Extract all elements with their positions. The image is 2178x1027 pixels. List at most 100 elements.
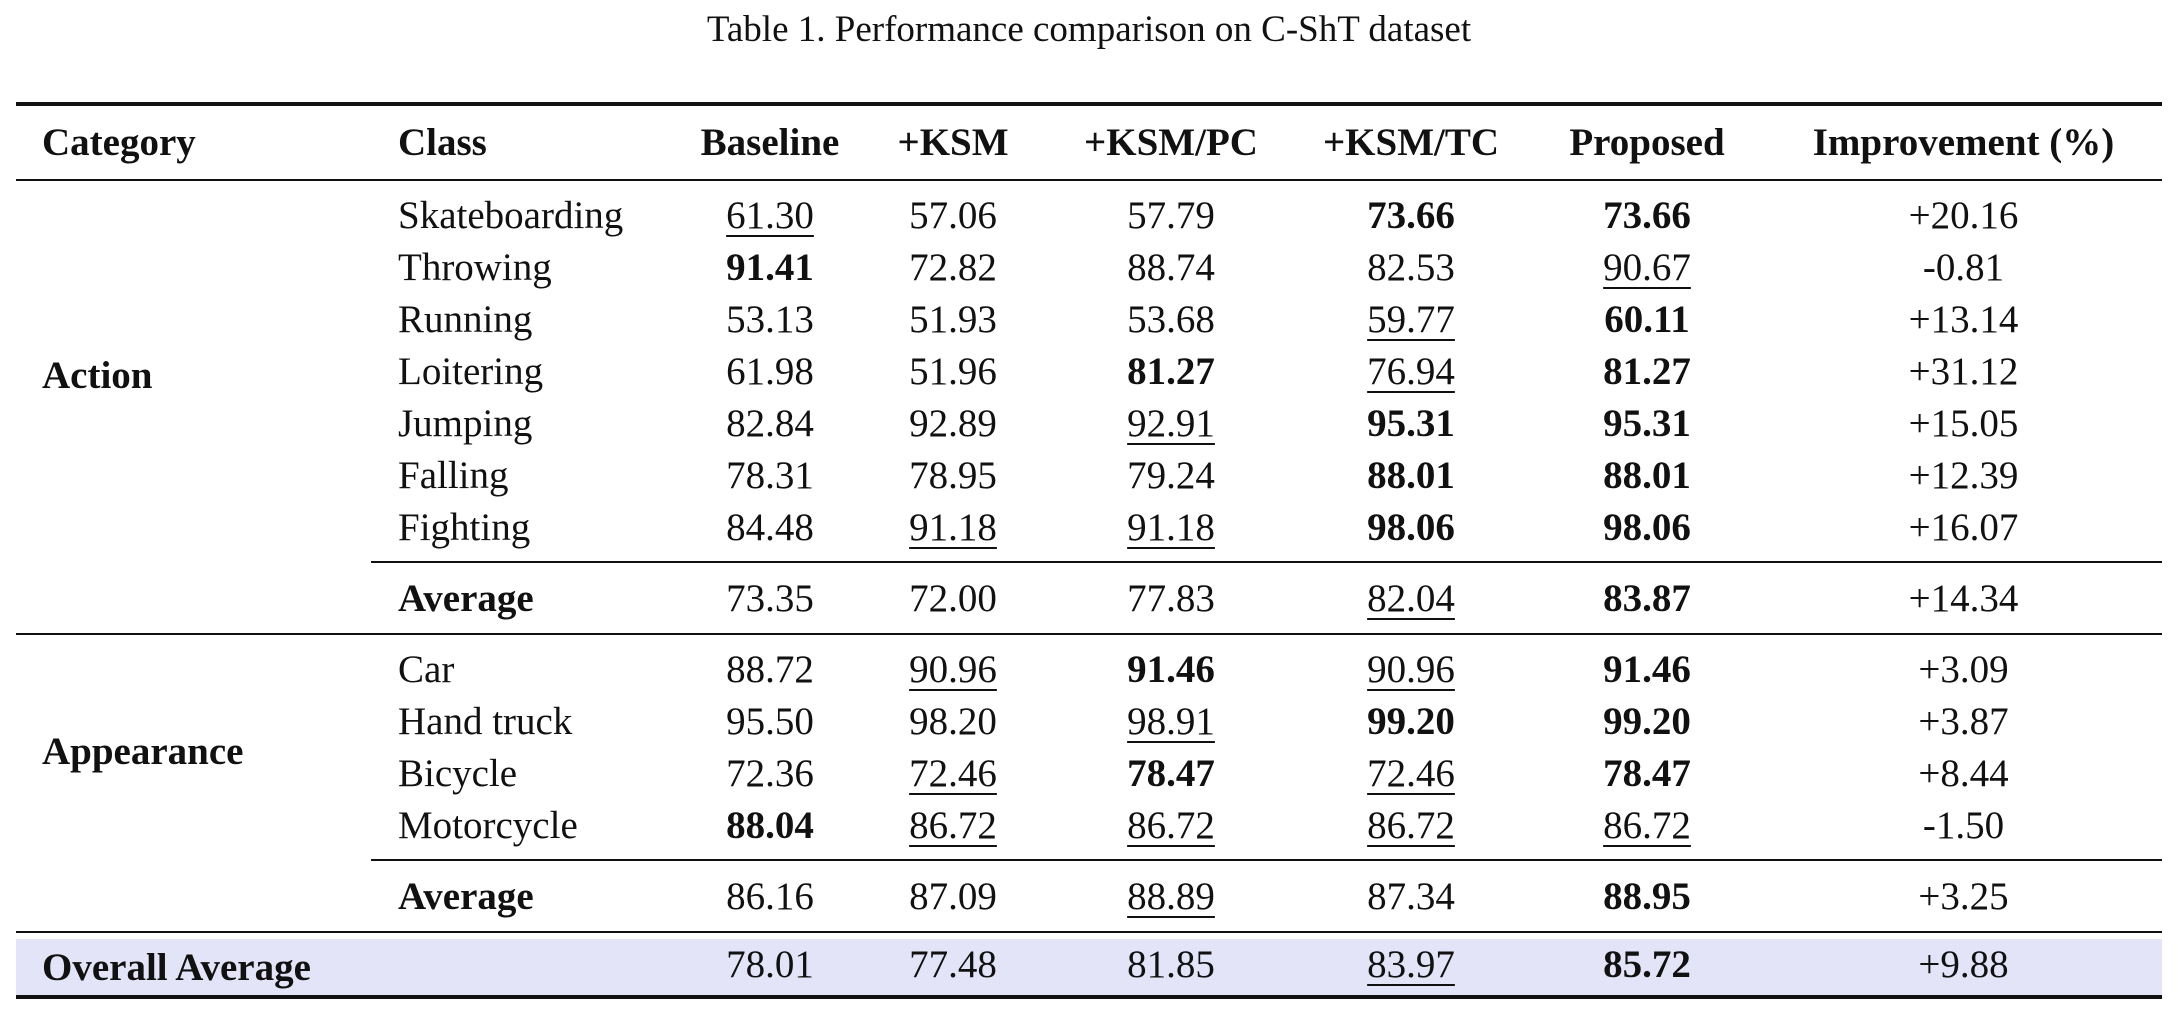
cell-improvement: +20.16 — [1765, 180, 2162, 241]
cell-improvement: +15.05 — [1765, 397, 2162, 449]
cell-baseline-value: 73.35 — [726, 576, 814, 620]
cell-proposed: 99.20 — [1529, 695, 1765, 747]
cell-ksm-value: 57.06 — [909, 193, 997, 237]
cell-improvement-value: +20.16 — [1908, 193, 2019, 237]
cell-improvement-value: +13.14 — [1908, 297, 2019, 341]
cell-baseline-value: 72.36 — [726, 751, 814, 795]
cell-improvement: -0.81 — [1765, 241, 2162, 293]
cell-ksm: 72.82 — [857, 241, 1049, 293]
cell-ksm-pc: 88.89 — [1049, 859, 1293, 932]
cell-ksm-pc: 81.85 — [1049, 931, 1293, 999]
cell-ksm: 98.20 — [857, 695, 1049, 747]
cell-ksm: 72.46 — [857, 747, 1049, 799]
cell-ksm-value: 92.89 — [909, 401, 997, 445]
cell-ksm-value: 90.96 — [909, 647, 997, 691]
cell-improvement: -1.50 — [1765, 799, 2162, 860]
cell-improvement: +12.39 — [1765, 449, 2162, 501]
cell-proposed-value: 83.87 — [1603, 576, 1691, 620]
table-caption: Table 1. Performance comparison on C-ShT… — [706, 9, 1472, 50]
cell-baseline: 91.41 — [683, 241, 857, 293]
cell-ksm-value: 87.09 — [909, 874, 997, 918]
cell-ksm-tc-value: 82.04 — [1367, 576, 1455, 620]
class-name: Throwing — [371, 241, 683, 293]
cell-baseline-value: 86.16 — [726, 874, 814, 918]
cell-ksm-value: 78.95 — [909, 453, 997, 497]
table-row: Motorcycle 88.04 86.72 86.72 86.72 86.72 -1.50 — [16, 799, 2162, 860]
table-body: Action Skateboarding 61.30 57.06 57.79 73.66 7… — [16, 180, 2162, 999]
cell-ksm-tc: 90.96 — [1293, 633, 1529, 695]
class-name-value: Bicycle — [398, 751, 518, 795]
cell-ksm-tc-value: 73.66 — [1367, 193, 1455, 237]
cell-improvement-value: +3.87 — [1918, 699, 2009, 743]
cell-ksm-pc: 91.18 — [1049, 501, 1293, 562]
cell-ksm-value: 98.20 — [909, 699, 997, 743]
cell-ksm-tc-value: 98.06 — [1367, 505, 1455, 549]
cell-ksm-tc-value: 99.20 — [1367, 699, 1455, 743]
cell-baseline: 88.04 — [683, 799, 857, 860]
header-class: Class — [371, 102, 683, 181]
cell-ksm-value: 51.93 — [909, 297, 997, 341]
cell-improvement: +14.34 — [1765, 561, 2162, 634]
cell-ksm: 51.93 — [857, 293, 1049, 345]
cell-ksm-tc: 76.94 — [1293, 345, 1529, 397]
cell-ksm: 91.18 — [857, 501, 1049, 562]
class-name-value: Running — [398, 297, 533, 341]
header-ksm-pc: +KSM/PC — [1049, 102, 1293, 181]
cell-proposed: 83.87 — [1529, 561, 1765, 634]
class-name-value: Loitering — [398, 349, 544, 393]
cell-baseline: 82.84 — [683, 397, 857, 449]
class-name-value: Throwing — [398, 245, 552, 289]
cell-ksm-tc: 98.06 — [1293, 501, 1529, 562]
cell-ksm-tc: 86.72 — [1293, 799, 1529, 860]
cell-proposed: 81.27 — [1529, 345, 1765, 397]
cell-ksm-pc-value: 81.27 — [1127, 349, 1215, 393]
header-category: Category — [16, 102, 371, 181]
cell-proposed: 78.47 — [1529, 747, 1765, 799]
table-row: Falling 78.31 78.95 79.24 88.01 88.01 +12.39 — [16, 449, 2162, 501]
cell-ksm-pc: 78.47 — [1049, 747, 1293, 799]
table-row: Throwing 91.41 72.82 88.74 82.53 90.67 -0.81 — [16, 241, 2162, 293]
cell-proposed-value: 81.27 — [1603, 349, 1691, 393]
cell-ksm-pc-value: 79.24 — [1127, 453, 1215, 497]
cell-improvement: +3.87 — [1765, 695, 2162, 747]
cell-proposed-value: 78.47 — [1603, 751, 1691, 795]
cell-ksm-tc: 59.77 — [1293, 293, 1529, 345]
cell-improvement: +3.09 — [1765, 633, 2162, 695]
table-row: Fighting 84.48 91.18 91.18 98.06 98.06 +16.07 — [16, 501, 2162, 562]
cell-ksm-pc: 77.83 — [1049, 561, 1293, 634]
table-row: Loitering 61.98 51.96 81.27 76.94 81.27 +31.12 — [16, 345, 2162, 397]
cell-baseline: 78.31 — [683, 449, 857, 501]
cell-ksm-pc: 88.74 — [1049, 241, 1293, 293]
cell-ksm-tc-value: 90.96 — [1367, 647, 1455, 691]
cell-ksm-tc: 87.34 — [1293, 859, 1529, 932]
cell-ksm-tc: 99.20 — [1293, 695, 1529, 747]
cell-baseline: 73.35 — [683, 561, 857, 634]
class-name: Fighting — [371, 501, 683, 562]
class-name: Jumping — [371, 397, 683, 449]
cell-improvement: +3.25 — [1765, 859, 2162, 932]
cell-improvement-value: +8.44 — [1918, 751, 2009, 795]
class-name: Car — [371, 633, 683, 695]
cell-baseline: 72.36 — [683, 747, 857, 799]
cell-ksm-pc-value: 78.47 — [1127, 751, 1215, 795]
cell-ksm-tc: 73.66 — [1293, 180, 1529, 241]
overall-label: Overall Average — [16, 931, 683, 999]
cell-baseline-value: 84.48 — [726, 505, 814, 549]
cell-improvement-value: -0.81 — [1922, 245, 2005, 289]
class-name: Skateboarding — [371, 180, 683, 241]
cell-ksm-tc: 82.04 — [1293, 561, 1529, 634]
cell-proposed: 95.31 — [1529, 397, 1765, 449]
class-name-value: Fighting — [398, 505, 531, 549]
cell-ksm-tc-value: 83.97 — [1367, 942, 1455, 986]
cell-improvement: +16.07 — [1765, 501, 2162, 562]
cell-ksm-tc: 83.97 — [1293, 931, 1529, 999]
cell-ksm: 90.96 — [857, 633, 1049, 695]
class-name-value: Skateboarding — [398, 193, 624, 237]
cell-ksm-value: 72.46 — [909, 751, 997, 795]
table-row: Appearance Car 88.72 90.96 91.46 90.96 91.46 +3… — [16, 633, 2162, 860]
cell-ksm-pc: 57.79 — [1049, 180, 1293, 241]
cell-proposed: 88.95 — [1529, 859, 1765, 932]
header-improvement: Improvement (%) — [1765, 102, 2162, 181]
cell-proposed-value: 99.20 — [1603, 699, 1691, 743]
class-name: Bicycle — [371, 747, 683, 799]
